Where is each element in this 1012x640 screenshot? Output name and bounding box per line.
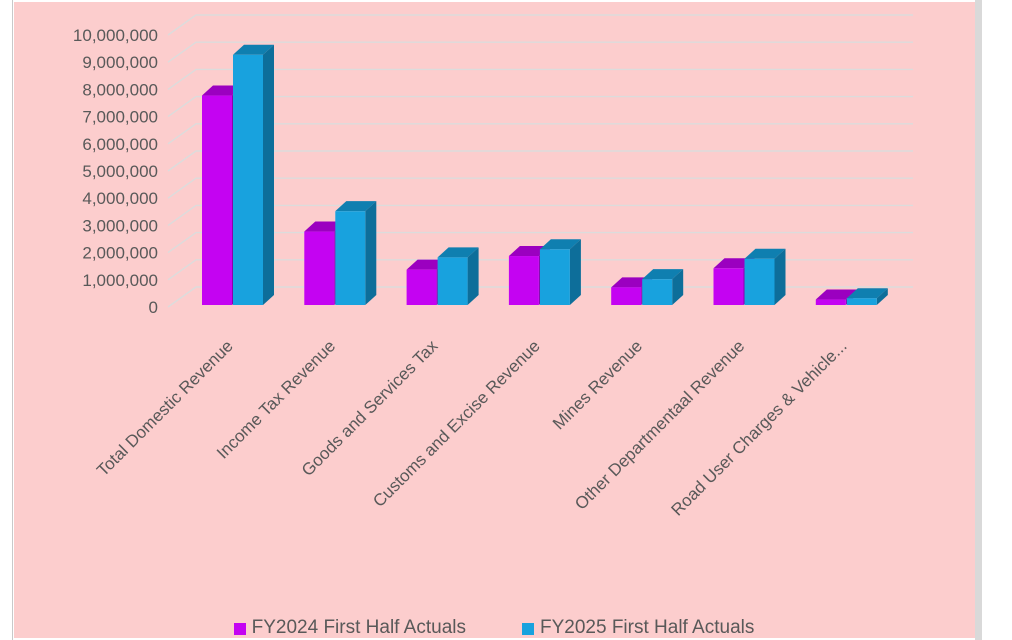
chart-legend: FY2024 First Half Actuals FY2025 First H… <box>0 616 988 640</box>
bar-top-face <box>233 44 274 55</box>
bar-fy2025-1 <box>335 201 377 305</box>
chart-area <box>14 2 975 638</box>
bar-fy2025-3 <box>539 239 581 305</box>
bar-top-face <box>202 85 243 96</box>
y-axis-tick-label: 4,000,000 <box>82 189 158 208</box>
bar-side-face <box>672 269 684 305</box>
x-axis-category-label: Other Departmentaal Revenue <box>571 336 748 513</box>
y-axis-tick-label: 3,000,000 <box>82 216 158 235</box>
bar-fy2025-2 <box>437 247 479 305</box>
y-axis-labels: 0 1,000,000 2,000,000 3,000,000 4,000,000 5,0… <box>73 26 158 317</box>
legend-swatch-fy2024 <box>233 623 246 635</box>
gridline <box>167 95 913 118</box>
x-axis-category-label: Road User Charges & Vehicle... <box>667 336 850 519</box>
bar-top-face <box>815 289 857 300</box>
x-axis-category-label: Customs and Excise Revenue <box>369 336 543 510</box>
y-axis-tick-label: 10,000,000 <box>73 26 158 45</box>
gridline <box>167 259 913 281</box>
bar-fy2025-5 <box>744 248 786 305</box>
bar-front-face <box>508 256 539 305</box>
bar-front-face <box>233 54 263 306</box>
legend-label-fy2024: FY2024 First Half Actuals <box>251 617 466 638</box>
bar-top-face <box>642 269 684 280</box>
x-axis-category-label: Mines Revenue <box>549 336 646 433</box>
bar-front-face <box>335 211 366 305</box>
y-axis-tick-label: 9,000,000 <box>82 53 158 72</box>
bar-fy2025-4 <box>642 269 684 305</box>
gridline <box>167 41 913 63</box>
bar-side-face <box>569 239 581 305</box>
window-margin-left <box>0 0 13 640</box>
bar-top-face <box>611 277 653 288</box>
y-axis-tick-label: 0 <box>149 298 158 317</box>
legend-swatch-fy2025 <box>522 623 534 635</box>
bar-top-face <box>744 248 786 259</box>
bar-top-face <box>437 247 479 258</box>
legend-item-fy2024: FY2024 First Half Actuals <box>233 617 466 639</box>
bar-fy2025-0 <box>233 44 274 306</box>
bar-top-face <box>508 246 550 257</box>
y-axis-tick-label: 1,000,000 <box>82 271 158 290</box>
y-axis-tick-label: 6,000,000 <box>82 135 158 154</box>
bar-side-face <box>774 248 786 305</box>
bar-side-face <box>365 201 377 305</box>
bar-front-face <box>642 279 673 305</box>
bar-front-face <box>744 258 775 305</box>
bar-front-face <box>304 231 335 305</box>
bar-top-face <box>304 221 346 232</box>
bar-top-face <box>406 259 448 270</box>
gridline <box>167 204 913 226</box>
bar-top-face <box>713 258 755 269</box>
bar-front-face <box>406 269 437 305</box>
bar-front-face <box>437 257 468 305</box>
bar-front-face <box>846 298 877 305</box>
y-axis-tick-label: 5,000,000 <box>82 162 158 181</box>
bar-front-face <box>539 249 570 305</box>
window-margin-right <box>975 0 982 640</box>
bar-front-face <box>815 299 846 305</box>
bar-front-face <box>611 287 642 305</box>
y-axis-tick-label: 8,000,000 <box>82 80 158 99</box>
gridline <box>167 68 913 90</box>
bar-front-face <box>713 268 744 305</box>
gridlines <box>167 14 913 308</box>
bar-side-face <box>263 44 274 305</box>
legend-item-fy2025: FY2025 First Half Actuals <box>522 617 754 639</box>
legend-label-fy2025: FY2025 First Half Actuals <box>540 617 755 638</box>
gridline <box>167 177 913 199</box>
bar-top-face <box>846 288 888 299</box>
gridline <box>167 231 913 254</box>
bar-top-face <box>539 239 581 250</box>
y-axis-tick-label: 2,000,000 <box>82 244 158 263</box>
bar-side-face <box>876 288 888 305</box>
bar-fy2025-6 <box>846 288 888 305</box>
gridline <box>167 123 913 145</box>
bar-side-face <box>467 247 479 305</box>
gridline <box>167 14 913 36</box>
bar-top-face <box>335 201 377 212</box>
bar-front-face <box>202 95 232 305</box>
x-axis-category-label: Total Domestic Revenue <box>93 336 237 480</box>
y-axis-tick-label: 7,000,000 <box>82 108 158 127</box>
gridline <box>167 150 913 172</box>
bars <box>202 44 888 306</box>
